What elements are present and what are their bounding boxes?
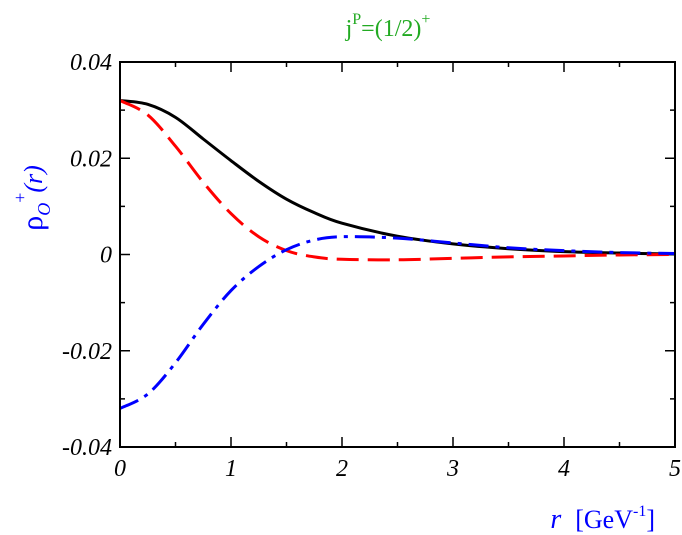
series-layer — [119, 99, 676, 410]
chart-title-base: j — [345, 16, 353, 42]
chart-title-sup2: + — [421, 11, 430, 28]
x-tick-label: 3 — [446, 456, 459, 482]
y-tick-label: -0.02 — [62, 339, 112, 365]
series-line-1 — [119, 99, 676, 262]
chart-title-sup1: P — [352, 11, 361, 28]
y-axis-label-arg: (r) — [19, 165, 48, 192]
tick-labels: 0 1 2 3 4 5 -0.04 -0.02 0 0.02 0.04 — [62, 50, 681, 482]
x-axis-label: r [GeV-1] — [550, 503, 655, 535]
y-tick-label: 0.04 — [70, 50, 112, 76]
series-line-0 — [119, 99, 676, 256]
x-tick-label: 4 — [558, 456, 570, 482]
chart-title: jP=(1/2)+ — [345, 11, 431, 42]
x-tick-label: 2 — [336, 456, 348, 482]
y-tick-label: 0 — [100, 243, 112, 269]
y-axis-label: ρO +(r) — [10, 165, 54, 231]
y-tick-label: 0.02 — [70, 146, 112, 172]
plot-frame — [119, 61, 676, 448]
y-axis-label-sub: O — [34, 203, 54, 216]
y-axis-label-base: ρ — [16, 216, 49, 231]
x-tick-label: 1 — [225, 456, 237, 482]
x-axis-label-unit-open: [GeV — [575, 505, 633, 534]
x-tick-label: 5 — [669, 456, 681, 482]
chart-title-middle: =(1/2) — [361, 16, 421, 42]
x-axis-label-var: r — [550, 504, 561, 535]
y-axis-label-sup: + — [10, 193, 30, 203]
series-line-2 — [119, 235, 676, 410]
x-axis-label-unit-close: ] — [646, 505, 655, 534]
y-tick-label: -0.04 — [62, 435, 112, 461]
x-tick-label: 0 — [114, 456, 126, 482]
x-axis-label-unit-sup: -1 — [633, 503, 646, 520]
